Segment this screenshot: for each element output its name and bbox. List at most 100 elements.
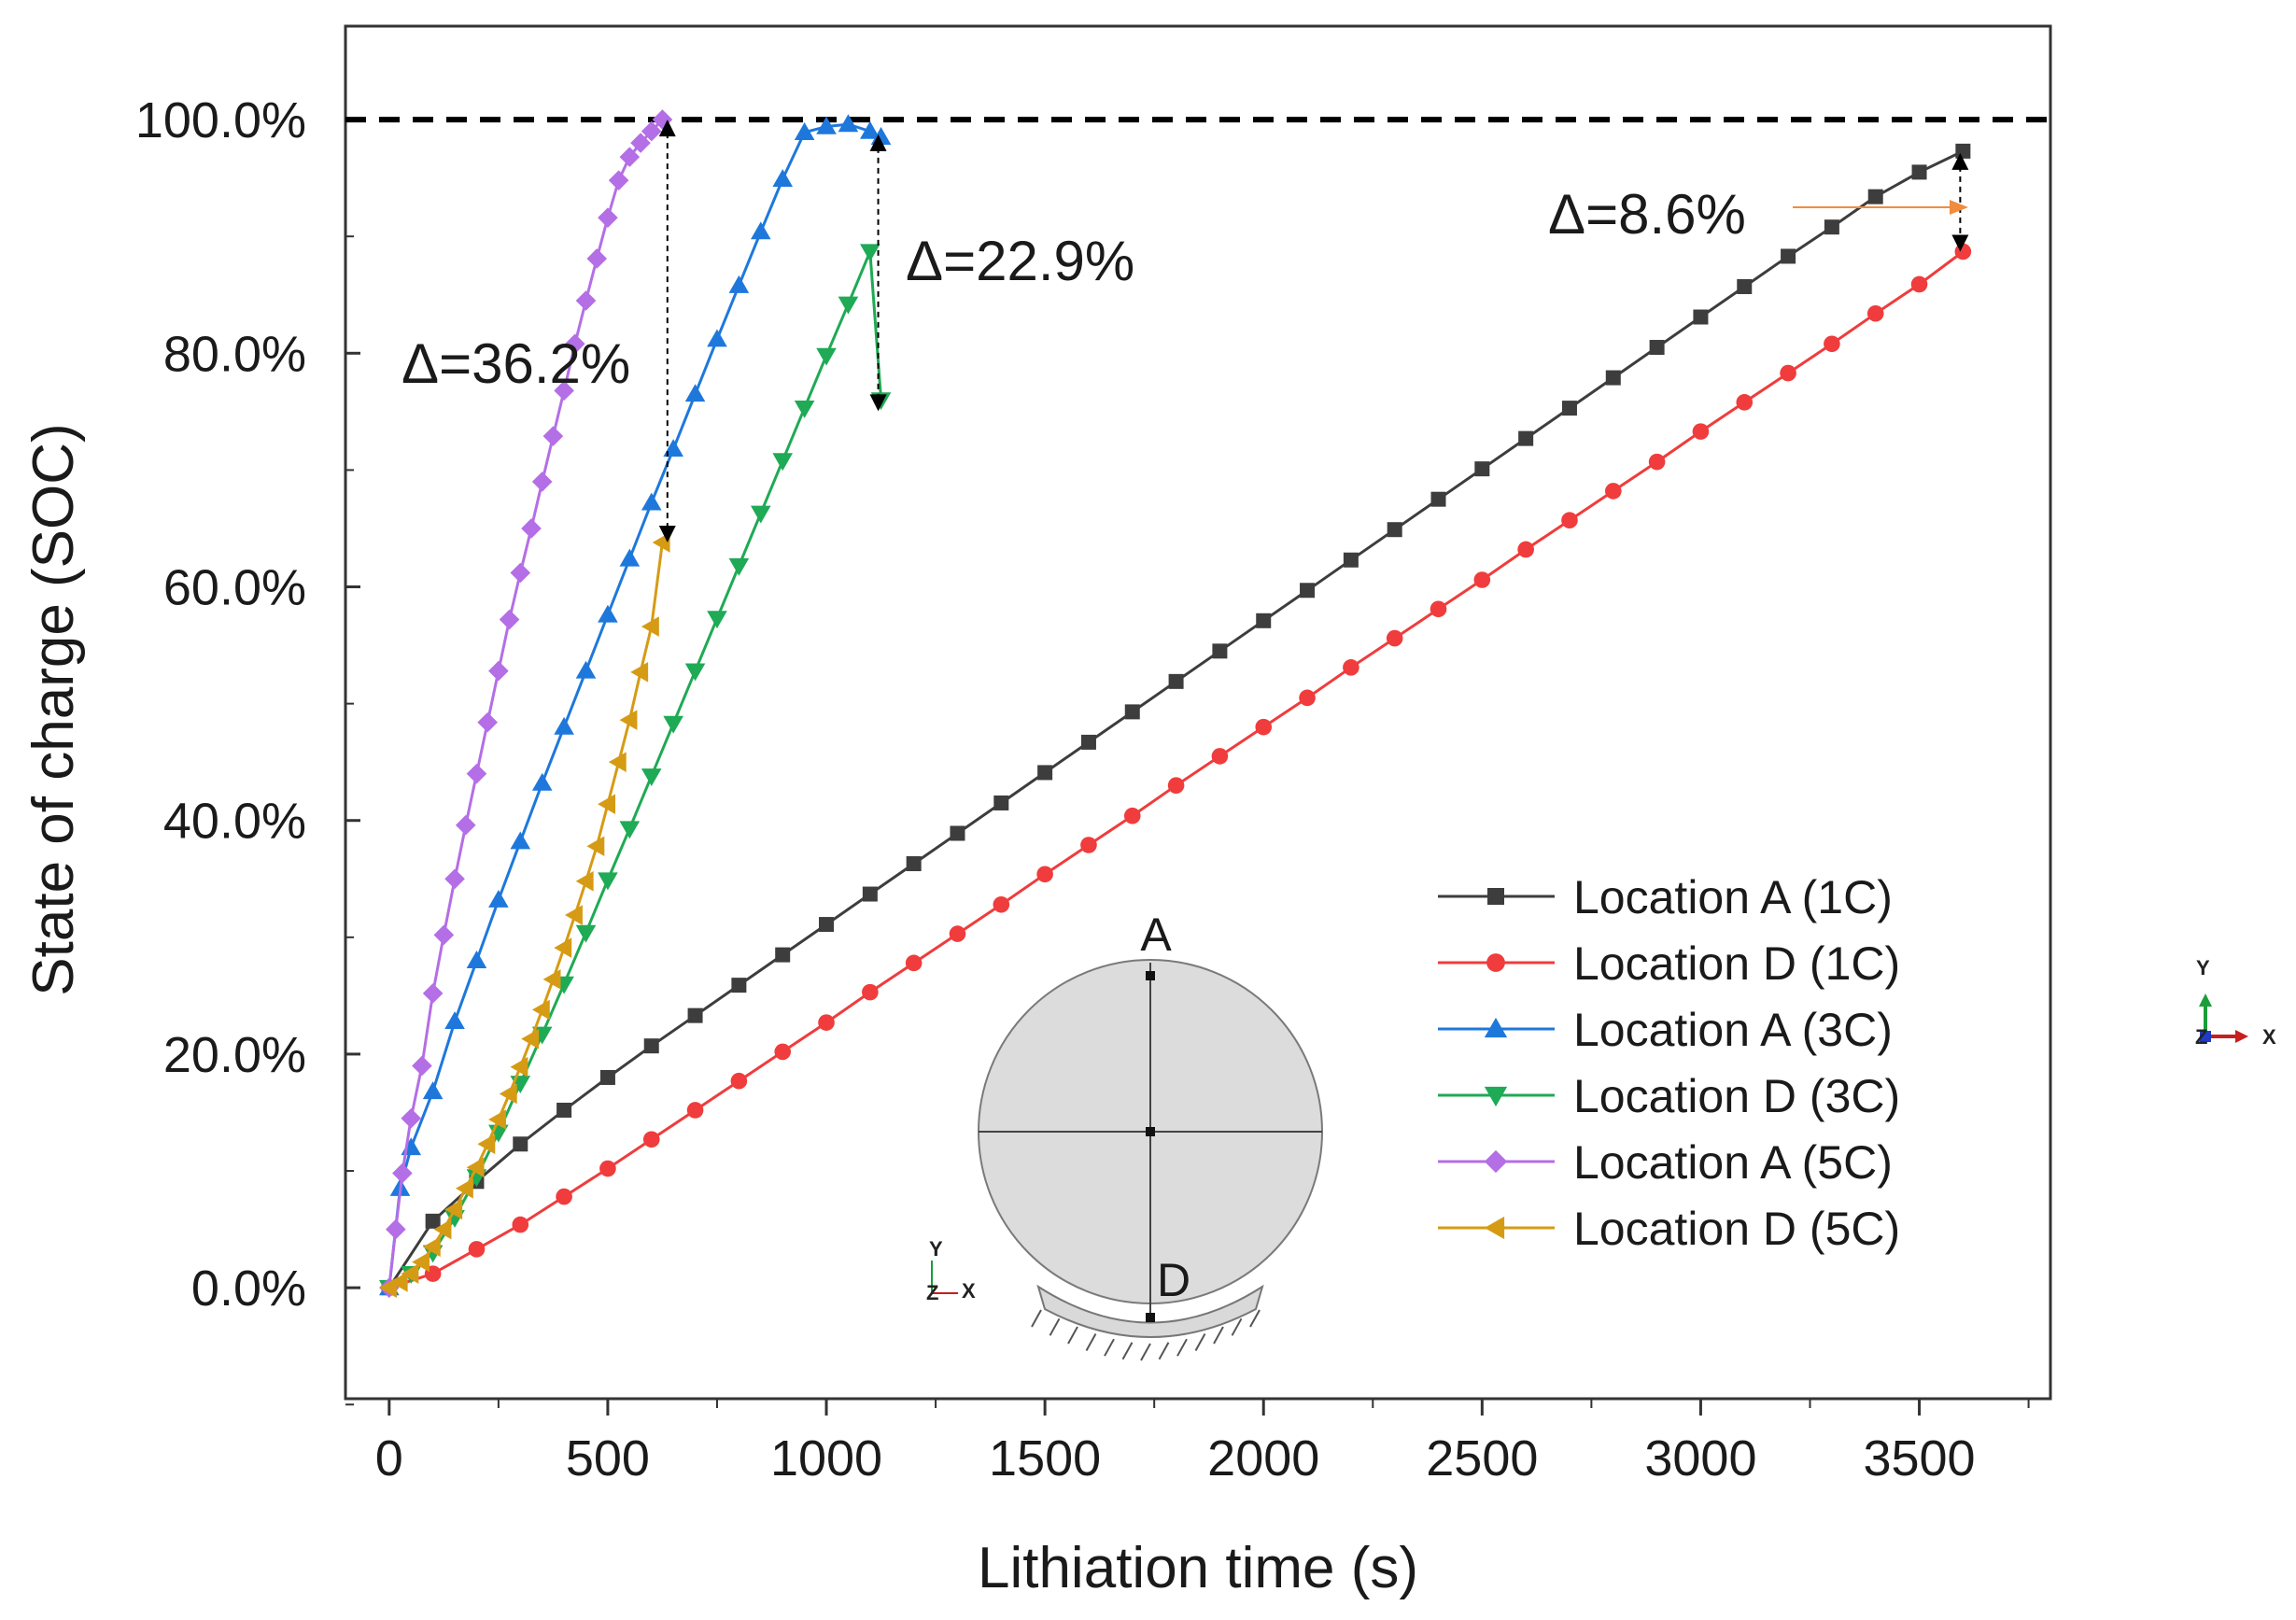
- data-point: [1124, 704, 1140, 720]
- data-point: [444, 1199, 463, 1220]
- data-point: [556, 1102, 572, 1118]
- data-point: [1561, 401, 1577, 416]
- plot-frame: [344, 24, 2052, 1401]
- data-point: [433, 1219, 452, 1240]
- data-point: [542, 969, 561, 990]
- data-point: [412, 1251, 430, 1273]
- data-point: [598, 604, 618, 623]
- data-point: [750, 221, 771, 240]
- data-point: [663, 439, 683, 457]
- data-point: [684, 384, 706, 402]
- data-point: [422, 983, 444, 1004]
- data-point: [444, 1011, 465, 1030]
- data-point: [455, 1178, 473, 1199]
- x-tick-label: 1500: [989, 1430, 1101, 1486]
- data-point: [444, 868, 465, 890]
- data-point: [730, 1072, 748, 1090]
- data-point: [1648, 453, 1666, 471]
- geometry-inset: A D YX Z: [926, 909, 1323, 1361]
- data-point: [598, 207, 618, 228]
- coordinate-triad: Y X Z: [2195, 956, 2276, 1049]
- series: [345, 109, 2050, 1298]
- inset-z-label: Z: [926, 1281, 938, 1304]
- data-point: [521, 518, 542, 539]
- annotations: Δ=36.2% Δ=22.9% Δ=8.6%: [401, 120, 1969, 542]
- orange-pointer-head: [1950, 200, 1968, 215]
- data-point: [512, 1216, 529, 1233]
- data-point: [608, 752, 627, 772]
- data-point: [565, 333, 585, 355]
- legend-label: Location D (1C): [1573, 937, 1900, 990]
- center-point: [1146, 1127, 1155, 1136]
- data-point: [586, 248, 608, 269]
- data-point: [641, 120, 662, 142]
- y-tick-label: 80.0%: [163, 326, 306, 382]
- data-point: [510, 831, 531, 850]
- triad-y-arrow: [2199, 993, 2212, 1007]
- delta-arrow-head: [869, 134, 887, 151]
- data-point: [1824, 219, 1839, 235]
- y-tick-label: 40.0%: [163, 794, 306, 850]
- data-point: [1167, 777, 1185, 794]
- point-d-label: D: [1157, 1254, 1190, 1306]
- data-point: [1517, 541, 1534, 558]
- legend-label: Location A (5C): [1573, 1136, 1893, 1189]
- data-point: [488, 660, 509, 682]
- data-point: [838, 114, 859, 133]
- data-point: [816, 116, 837, 134]
- triad-z-axis: [2200, 1031, 2211, 1042]
- data-point: [608, 170, 629, 190]
- data-point: [575, 870, 594, 892]
- data-point: [455, 814, 476, 836]
- data-point: [641, 768, 662, 786]
- data-point: [392, 1162, 413, 1184]
- data-point: [1473, 571, 1491, 588]
- support-hatch: [1231, 1317, 1243, 1336]
- data-point: [905, 954, 923, 972]
- data-point: [949, 925, 966, 942]
- data-point: [641, 492, 662, 511]
- data-point: [1649, 340, 1665, 356]
- series-location-d-1c: [381, 243, 1972, 1296]
- data-point: [499, 1083, 517, 1105]
- data-point: [477, 1134, 496, 1155]
- data-point: [422, 1236, 441, 1258]
- data-point: [598, 794, 616, 815]
- data-point: [862, 983, 879, 1001]
- data-point: [819, 917, 835, 933]
- series-line: [387, 122, 882, 1289]
- legend-entry: Location D (5C): [1438, 1203, 1900, 1255]
- data-point: [642, 1131, 660, 1148]
- base-support: [1036, 1284, 1264, 1338]
- data-point: [1211, 748, 1229, 765]
- legend-entry: Location D (3C): [1438, 1070, 1900, 1122]
- data-point: [401, 1263, 419, 1284]
- data-point: [598, 872, 618, 891]
- data-point: [619, 147, 641, 167]
- delta-arrow-head: [658, 525, 676, 542]
- data-point: [862, 886, 878, 902]
- data-point: [1080, 837, 1097, 853]
- support-hatch: [1158, 1342, 1170, 1360]
- data-point: [1343, 552, 1359, 568]
- data-point: [1605, 370, 1621, 386]
- legend-label: Location A (1C): [1573, 871, 1893, 923]
- delta-arrow-head: [1951, 234, 1969, 252]
- legend: Location A (1C) Location D (1C) Location A…: [1438, 871, 1900, 1255]
- support-hatch: [1194, 1332, 1206, 1351]
- data-point: [1168, 673, 1184, 689]
- data-point: [1780, 364, 1796, 382]
- data-point: [1037, 765, 1053, 781]
- data-point: [750, 505, 771, 524]
- data-point: [599, 1160, 616, 1177]
- data-point: [772, 453, 794, 472]
- y-tick-label: 60.0%: [163, 560, 306, 616]
- data-point: [599, 1069, 615, 1085]
- data-point: [556, 1188, 572, 1205]
- data-point: [1299, 689, 1316, 707]
- triad-x-label: X: [2262, 1025, 2276, 1049]
- delta-label-3c: Δ=22.9%: [906, 230, 1134, 292]
- point-d-marker: [1146, 1313, 1155, 1322]
- data-point: [860, 244, 880, 262]
- data-point: [1123, 807, 1141, 824]
